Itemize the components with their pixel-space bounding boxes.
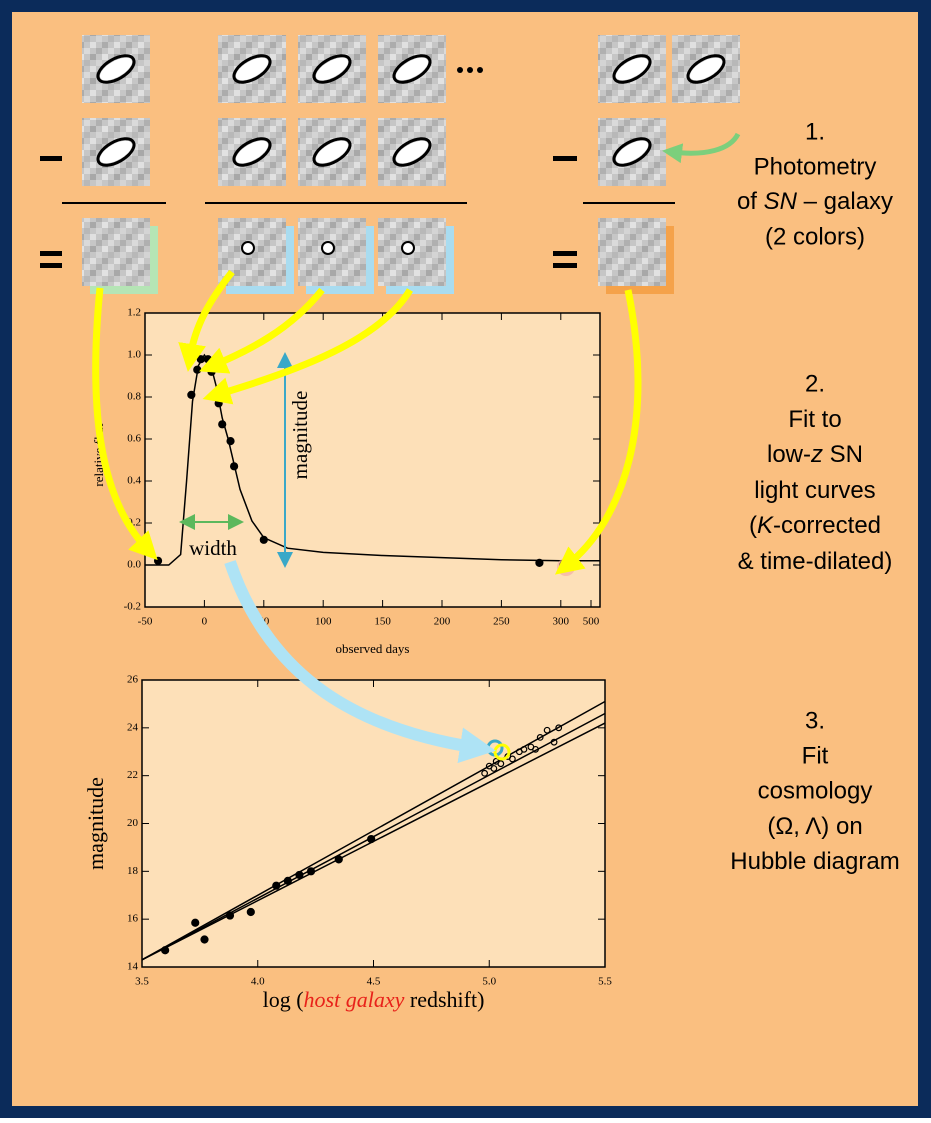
contour [402, 242, 414, 254]
step-text: SN [823, 441, 863, 468]
step-line: Fit [802, 743, 829, 770]
annotation: width [189, 536, 237, 560]
x-tick-label: 5.5 [598, 976, 612, 988]
y-tick-label: 14 [127, 961, 139, 973]
x-tick-label: 5.0 [482, 976, 496, 988]
step-text: – galaxy [797, 188, 893, 215]
x-axis-label-part: log ( [263, 987, 304, 1012]
x-axis-label: observed days [335, 641, 409, 656]
thumbnail [82, 218, 150, 286]
y-tick-label: 0.6 [127, 433, 141, 445]
step-text: z [810, 441, 823, 468]
y-tick-label: 1.2 [127, 307, 141, 319]
plot-area [145, 313, 600, 607]
step-line: low-z SN [767, 441, 863, 468]
step-number: 1. [805, 118, 825, 145]
step-number: 3. [805, 707, 825, 734]
y-tick-label: -0.2 [124, 601, 141, 613]
step-text: SN [764, 188, 798, 215]
y-tick-label: 0.8 [127, 391, 141, 403]
step-line: (Ω, Λ) on [767, 813, 862, 840]
x-axis-label: log (host galaxy redshift) [263, 987, 485, 1012]
step-line: cosmology [758, 778, 873, 805]
step-text: -corrected [773, 512, 881, 539]
step-text: low- [767, 441, 811, 468]
step-line: (2 colors) [765, 223, 865, 250]
y-tick-label: 0.4 [127, 475, 141, 487]
step-line: light curves [754, 477, 875, 504]
data-point [201, 936, 208, 943]
step-line: of SN – galaxy [737, 188, 893, 215]
y-tick-label: 0.0 [127, 559, 141, 571]
step-text: ( [749, 512, 757, 539]
step-text: of [737, 188, 764, 215]
x-tick-label: 150 [374, 616, 391, 628]
x-tick-label: 300 [553, 616, 570, 628]
data-point [247, 908, 254, 915]
step-line: Fit to [788, 406, 841, 433]
x-tick-label: 250 [493, 616, 510, 628]
step-number: 2. [805, 370, 825, 397]
x-tick-label: 4.0 [251, 976, 265, 988]
y-tick-label: 24 [127, 721, 139, 733]
y-tick-label: 1.0 [127, 349, 141, 361]
page: {"steps": [ {"number": "1.", "lines": ["… [0, 0, 931, 1118]
step-text: K [757, 512, 774, 539]
x-tick-label: 4.5 [367, 976, 381, 988]
data-point [155, 557, 162, 564]
step-line: Hubble diagram [730, 848, 899, 875]
x-tick-label: 0 [202, 616, 208, 628]
y-tick-label: 18 [127, 865, 139, 877]
x-tick-label: 3.5 [135, 976, 149, 988]
y-tick-label: 20 [127, 817, 139, 829]
contour [242, 242, 254, 254]
contour [322, 242, 334, 254]
y-tick-label: 22 [127, 769, 138, 781]
step-line: Photometry [754, 153, 877, 180]
thumbnail [598, 218, 666, 286]
step-line: & time-dilated) [738, 548, 893, 575]
x-tick-label: 200 [434, 616, 451, 628]
y-axis-label: magnitude [83, 777, 108, 870]
x-tick-label: -50 [138, 616, 153, 628]
diagram: -50050100150200250300-0.20.00.20.40.60.8… [0, 0, 931, 1118]
data-point [192, 919, 199, 926]
x-tick-label: 500 [583, 616, 600, 628]
x-axis-label-part: host galaxy [304, 987, 405, 1012]
annotation: magnitude [288, 391, 312, 480]
x-axis-label-part: redshift) [404, 987, 484, 1012]
y-tick-label: 26 [127, 674, 139, 686]
step-line: (K-corrected [749, 512, 881, 539]
x-tick-label: 100 [315, 616, 332, 628]
y-tick-label: 16 [127, 913, 139, 925]
